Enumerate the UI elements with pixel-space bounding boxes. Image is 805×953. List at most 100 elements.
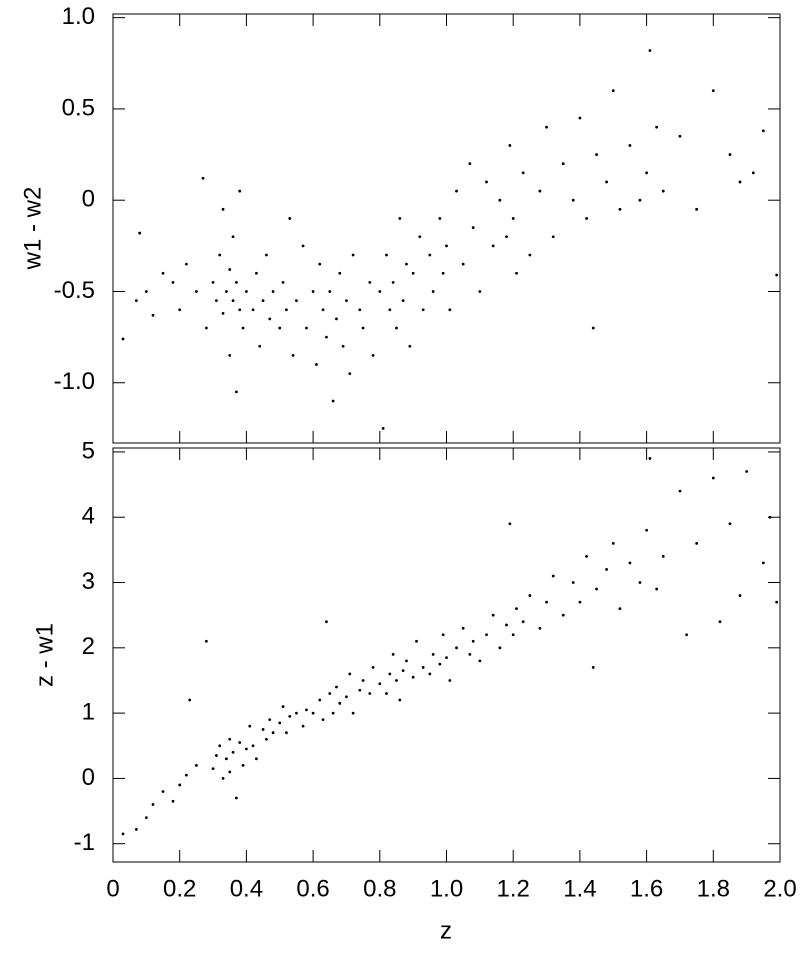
point (511, 217, 515, 220)
point (201, 176, 205, 180)
point (351, 711, 355, 715)
point (461, 626, 465, 630)
point (194, 763, 198, 767)
point (448, 308, 452, 312)
point (578, 600, 582, 604)
point (591, 666, 595, 669)
point (471, 639, 475, 643)
point (241, 326, 245, 330)
point (645, 528, 648, 532)
x-tick-label: 1.6 (630, 875, 663, 902)
point (325, 620, 328, 624)
point (248, 724, 252, 728)
point (711, 89, 715, 93)
point (661, 189, 665, 193)
point (585, 554, 588, 558)
x-tick-label: 1.4 (563, 875, 596, 902)
point (278, 326, 282, 330)
point (645, 171, 648, 175)
point (188, 698, 192, 702)
x-tick-label: 1.2 (497, 875, 530, 902)
point (214, 754, 218, 757)
point (618, 207, 622, 211)
point (338, 701, 342, 705)
point (448, 679, 452, 682)
point (328, 290, 332, 293)
point (204, 639, 208, 643)
point (361, 326, 365, 330)
point (578, 116, 582, 120)
point (331, 399, 335, 403)
point (231, 299, 235, 303)
point (134, 827, 138, 831)
point (328, 692, 332, 695)
point (561, 162, 565, 166)
point (335, 317, 338, 321)
point (661, 554, 665, 558)
point (648, 457, 652, 460)
point (321, 718, 325, 722)
point (685, 633, 689, 637)
point (228, 268, 232, 271)
point (745, 470, 749, 473)
point (388, 672, 392, 676)
point (144, 290, 148, 293)
top-panel-frame (112, 13, 781, 444)
point (478, 659, 482, 663)
x-tick-label: 2.0 (763, 875, 796, 902)
point (178, 783, 182, 787)
y-axis-label: z - w1 (31, 623, 58, 687)
point (405, 262, 408, 266)
point (638, 198, 642, 202)
point (401, 299, 405, 303)
point (775, 273, 779, 277)
point (221, 207, 225, 211)
point (655, 125, 659, 129)
point (211, 767, 215, 771)
point (358, 308, 362, 312)
point (144, 816, 148, 819)
x-axis-label: z (440, 917, 452, 944)
point (508, 144, 512, 147)
point (171, 280, 175, 284)
point (515, 607, 518, 611)
point (611, 89, 615, 93)
point (441, 271, 445, 275)
point (204, 326, 208, 330)
point (611, 541, 615, 545)
point (251, 308, 255, 312)
point (498, 646, 502, 650)
point (381, 426, 385, 430)
point (545, 125, 548, 129)
point (695, 207, 699, 211)
point (121, 832, 125, 836)
point (605, 180, 608, 184)
point (415, 639, 418, 643)
point (561, 613, 565, 617)
y-tick-label: 1.0 (62, 3, 95, 30)
point (511, 633, 515, 637)
point (301, 724, 305, 728)
point (775, 600, 779, 604)
point (285, 731, 288, 735)
point (278, 721, 282, 725)
x-tick-label: 0.6 (296, 875, 329, 902)
point (151, 313, 155, 317)
point (591, 326, 595, 330)
point (305, 708, 308, 712)
point (234, 796, 238, 800)
point (595, 153, 598, 156)
point (751, 171, 755, 175)
point (438, 217, 442, 220)
point (345, 299, 348, 303)
point (318, 698, 322, 702)
y-tick-label: -1.0 (54, 368, 95, 395)
point (391, 280, 395, 284)
point (585, 217, 588, 220)
point (351, 253, 355, 257)
point (441, 633, 445, 637)
point (234, 390, 238, 394)
point (761, 561, 765, 565)
point (358, 688, 362, 692)
point (385, 692, 388, 695)
